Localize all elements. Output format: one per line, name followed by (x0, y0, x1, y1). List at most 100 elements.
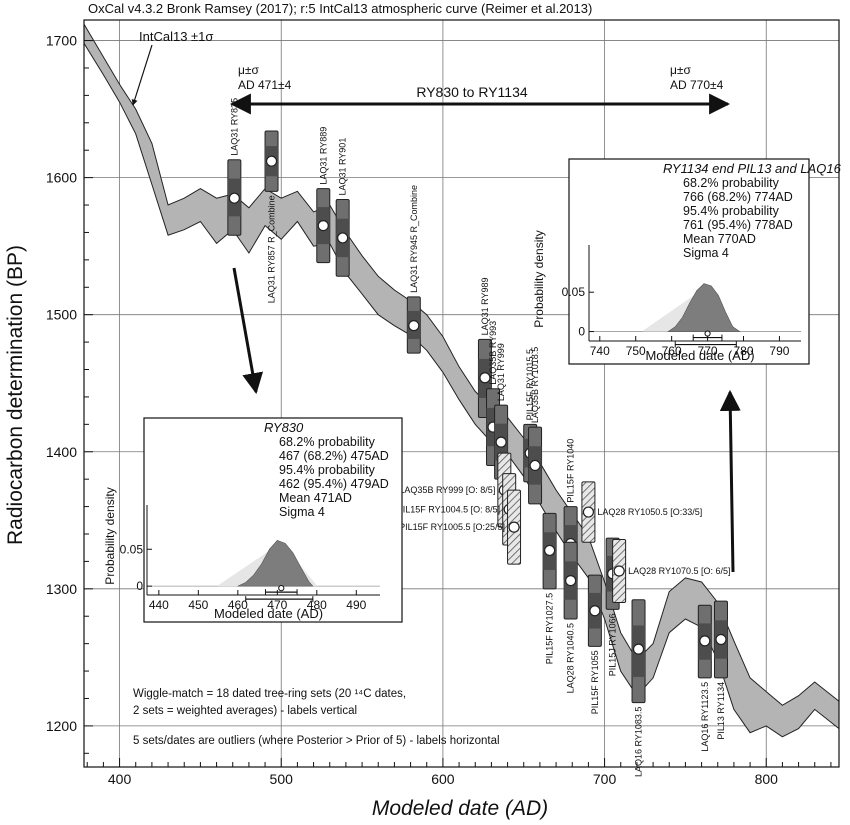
sample-label: LAQ28 RY1050.5 [O:33/5] (597, 507, 702, 517)
sample-label: LAQ31 RY945 R_Combine (409, 185, 419, 293)
x-tick-label: 400 (108, 771, 132, 787)
inset-summary-line: 467 (68.2%) 475AD (279, 449, 389, 463)
sample-label: LAQ16 RY1083.5 (634, 707, 644, 777)
sample-mean-point (529, 459, 541, 472)
curve-label-pointer (131, 44, 153, 106)
pointer-arrow-right (719, 389, 741, 573)
inset-x-tick-label: 480 (307, 598, 327, 612)
inset-y-tick-label: 0 (136, 579, 143, 593)
probability-insets: 440 450 460 470 480 490 0 0.05 Modeled date (AD)… (103, 158, 842, 623)
sample-mean-point (632, 643, 645, 655)
inset-x-tick-label: 450 (188, 598, 208, 612)
inset-x-tick-label: 740 (590, 344, 610, 358)
sample-mean-point (565, 574, 577, 587)
sample-label: LAQ31 RY989 (480, 277, 490, 335)
sample-label: PIL15F RY1015.5 (525, 349, 535, 420)
inset-mean-marker (278, 585, 285, 592)
inset-x-tick-label: 490 (346, 598, 366, 612)
y-tick-label: 1400 (46, 444, 77, 460)
sample-mean-point (495, 436, 507, 448)
inset-x-tick-label: 780 (733, 344, 753, 358)
inset-summary-line: Mean 471AD (279, 491, 352, 505)
inset-summary-line: 462 (95.4%) 479AD (279, 477, 389, 491)
inset-panel: 740 750 760 770 780 790 0 0.05 Modeled date (AD)… (532, 158, 842, 365)
note-outliers: 5 sets/dates are outliers (where Posteri… (133, 735, 500, 747)
sample-markers (227, 130, 728, 704)
inset-y-tick-label: 0.05 (562, 285, 586, 299)
inset-summary-line: 761 (95.4%) 778AD (683, 218, 793, 232)
sample-mean-point (582, 506, 595, 518)
right-mu-sigma-value: AD 770±4 (670, 78, 724, 92)
inset-x-tick-label: 460 (228, 598, 248, 612)
inset-x-tick-label: 790 (769, 344, 789, 358)
sample-label: LAQ31 RY999 (496, 343, 506, 401)
sample-label: PIL15F RY1005.5 [O:25/5] (399, 522, 505, 532)
inset-y-axis-label: Probability density (532, 230, 546, 327)
sample-mean-point (317, 219, 329, 232)
plot-frame (83, 19, 840, 768)
note-wiggle-line1: Wiggle-match = 18 dated tree-ring sets (… (133, 688, 406, 700)
inset-posterior-distribution (667, 283, 741, 333)
sample-label: LAQ35B RY993 (488, 321, 498, 385)
sample-label: LAQ31 RY901 (338, 138, 348, 196)
inset-x-axis-label: Modeled date (AD) (645, 348, 754, 363)
x-tick-label: 600 (431, 771, 455, 787)
x-tick-label: 800 (755, 771, 779, 787)
inset-x-tick-label: 440 (149, 598, 169, 612)
inset-summary-line: Mean 770AD (683, 232, 756, 246)
sample-label: PIL13 RY1134 (716, 682, 726, 740)
inset-x-tick-label: 760 (662, 344, 682, 358)
sample-label: PIL15F RY1055 (590, 650, 600, 714)
chart-title: OxCal v4.3.2 Bronk Ramsey (2017); r:5 In… (88, 1, 592, 16)
curve-label: IntCal13 ±1σ (139, 29, 213, 44)
sample-labels: LAQ31 RY835 LAQ31 RY857 R_Combine LAQ31 RY… (229, 98, 730, 777)
y-tick-label: 1700 (46, 33, 77, 49)
span-label: RY830 to RY1134 (416, 84, 528, 100)
sample-label: PIL15F RY1040 (566, 439, 576, 503)
sample-mean-point (544, 544, 556, 557)
sample-label: LAQ35B RY999 [O: 8/5] (399, 485, 495, 495)
sample-mean-point (613, 565, 625, 577)
inset-y-tick-label: 0 (578, 325, 585, 339)
sample-label: LAQ16 RY1123.5 (700, 682, 710, 752)
sample-label: LAQ31 RY835 (229, 98, 239, 156)
sample-mean-point (699, 635, 711, 647)
x-tick-label: 500 (270, 771, 294, 787)
y-tick-label: 1200 (46, 718, 77, 734)
inset-title: RY1134 end PIL13 and LAQ16 (663, 161, 842, 176)
sample-mean-point (589, 605, 601, 617)
sample-label: LAQ35B RY1018.5 (530, 347, 540, 423)
inset-summary-line: 95.4% probability (279, 463, 376, 477)
left-mu-sigma: μ±σ (238, 63, 260, 77)
inset-panel: 440 450 460 470 480 490 0 0.05 Modeled date (AD)… (103, 417, 403, 623)
sample-label: LAQ31 RY857 R_Combine (267, 195, 277, 303)
sample-label: LAQ31 RY889 (318, 127, 328, 185)
y-tick-label: 1300 (46, 581, 77, 597)
y-axis-label: Radiocarbon determination (BP) (4, 245, 27, 545)
inset-x-tick-label: 470 (267, 598, 287, 612)
sample-mean-point (715, 633, 727, 646)
sample-mean-point (479, 372, 491, 384)
sample-label: LAQ28 RY1040.5 (566, 623, 576, 693)
right-mu-sigma: μ±σ (670, 63, 692, 77)
sample-label: PIL15J RY1066 (608, 613, 618, 676)
inset-summary-line: Sigma 4 (683, 246, 729, 260)
note-wiggle-line2: 2 sets = weighted averages) - labels ver… (133, 705, 357, 717)
inset-summary-line: 766 (68.2%) 774AD (683, 190, 793, 204)
left-mu-sigma-value: AD 471±4 (238, 78, 292, 92)
y-tick-label: 1600 (46, 170, 77, 186)
axes: 400 500 600 700 800 1200 1300 1400 1500 1600 1700 (46, 33, 832, 787)
sample-mean-point (508, 521, 520, 533)
sample-label: LAQ28 RY1070.5 [O: 6/5] (628, 566, 730, 576)
inset-title: RY830 (264, 420, 304, 435)
x-tick-label: 700 (593, 771, 617, 787)
inset-x-axis-label: Modeled date (AD) (214, 606, 323, 621)
inset-summary-line: 68.2% probability (683, 176, 780, 190)
sample-mean-point (337, 232, 349, 244)
inset-summary-line: 68.2% probability (279, 435, 376, 449)
y-tick-label: 1500 (46, 307, 77, 323)
inset-x-tick-label: 750 (626, 344, 646, 358)
pointer-arrow-left (232, 267, 264, 395)
sample-mean-point (228, 192, 240, 204)
